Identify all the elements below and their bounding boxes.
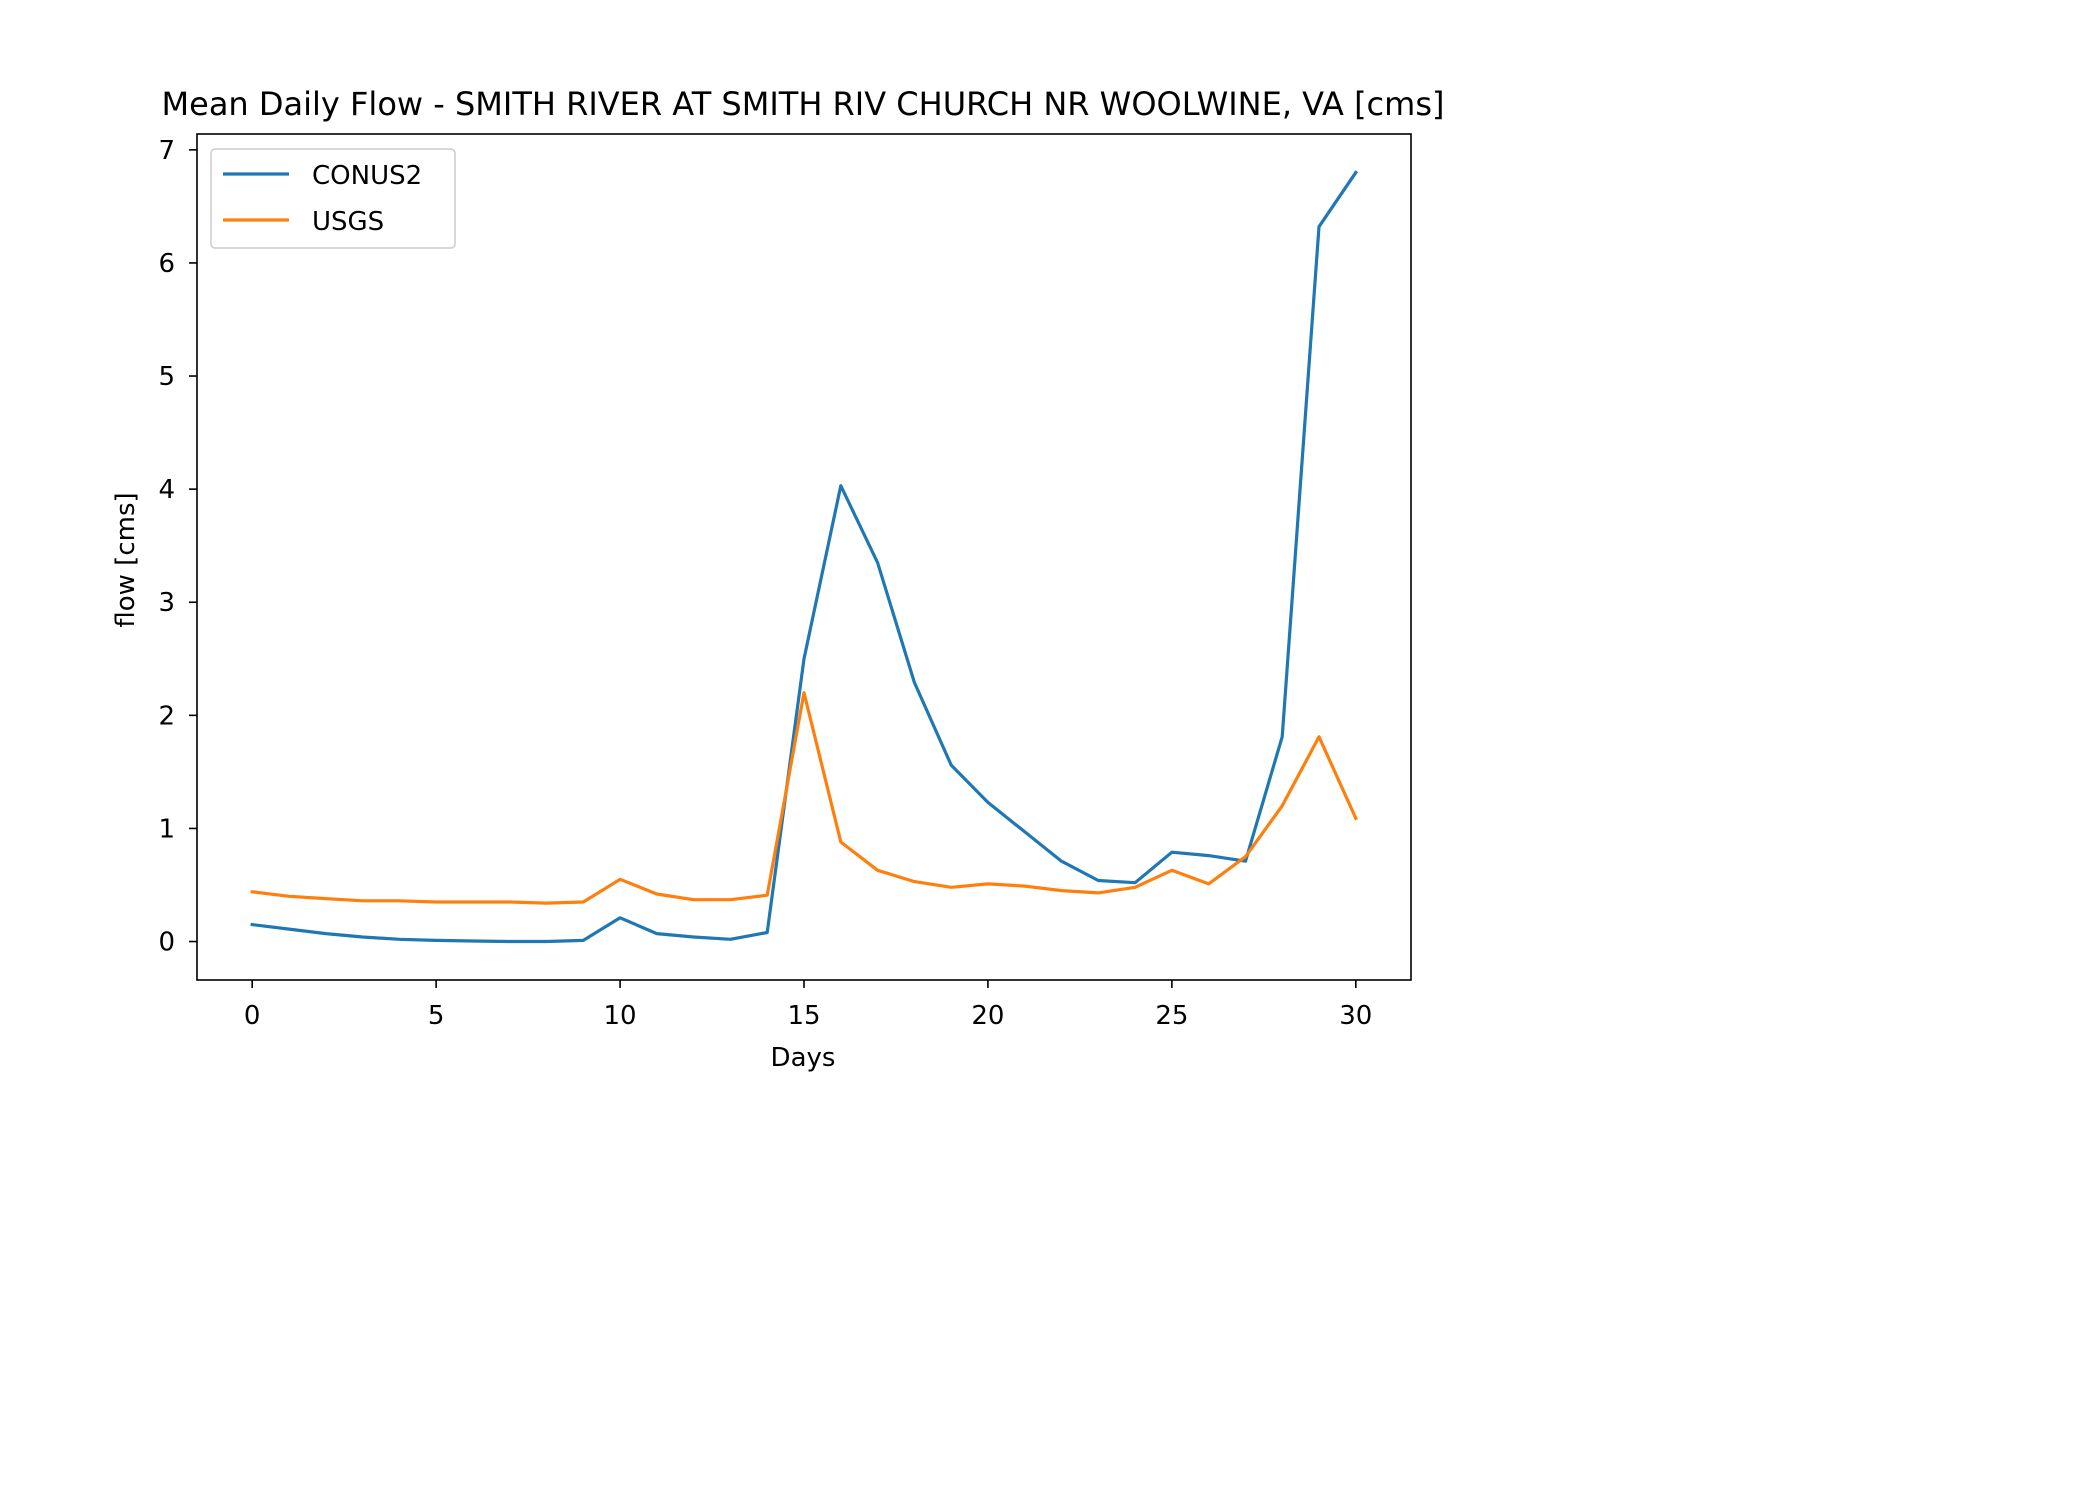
- y-axis-label: flow [cms]: [111, 492, 141, 627]
- x-tick-label: 10: [604, 1001, 637, 1031]
- x-tick-label: 15: [787, 1001, 820, 1031]
- legend-conus2-label: CONUS2: [312, 161, 422, 191]
- y-tick-label: 4: [158, 475, 175, 505]
- x-tick-label: 0: [244, 1001, 261, 1031]
- x-tick-label: 30: [1339, 1001, 1372, 1031]
- y-tick-label: 0: [158, 928, 175, 958]
- y-tick-label: 3: [158, 588, 175, 618]
- series-line-usgs: [250, 691, 1358, 905]
- x-tick-label: 20: [971, 1001, 1004, 1031]
- y-tick-label: 7: [158, 136, 175, 166]
- y-tick-label: 2: [158, 701, 175, 731]
- series-line-conus2: [250, 170, 1359, 944]
- x-axis-label: Days: [771, 1043, 836, 1073]
- x-axis: 0 5 10 15 20 25 30: [244, 980, 1372, 1031]
- legend-usgs-label: USGS: [312, 207, 384, 237]
- plot-lines: [250, 170, 1359, 944]
- chart: Mean Daily Flow - SMITH RIVER AT SMITH R…: [111, 85, 1445, 1073]
- y-tick-label: 6: [158, 249, 175, 279]
- chart-title: Mean Daily Flow - SMITH RIVER AT SMITH R…: [162, 85, 1445, 123]
- x-tick-label: 25: [1155, 1001, 1188, 1031]
- legend: CONUS2 USGS: [210, 148, 456, 249]
- x-tick-label: 5: [428, 1001, 445, 1031]
- y-axis: 0 1 2 3 4 5 6 7: [158, 136, 197, 958]
- y-tick-label: 1: [158, 814, 175, 844]
- y-tick-label: 5: [158, 362, 175, 392]
